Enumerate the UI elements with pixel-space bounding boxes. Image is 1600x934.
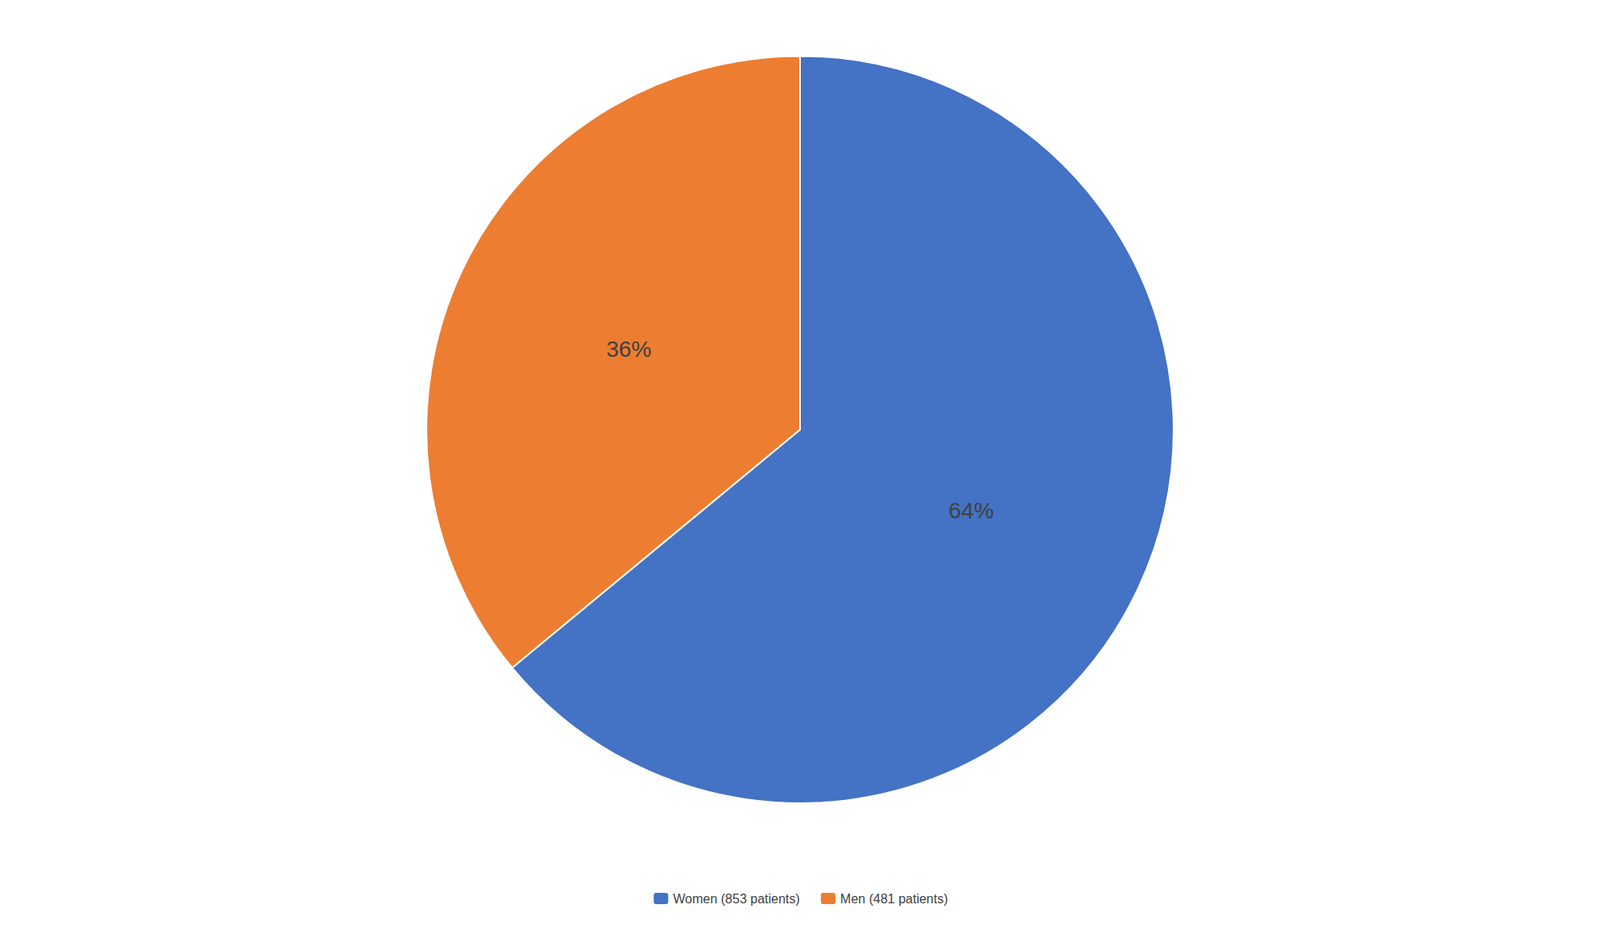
svg-text:Women (853 patients): Women (853 patients): [673, 892, 800, 906]
svg-text:36%: 36%: [606, 336, 652, 362]
svg-text:Men (481 patients): Men (481 patients): [840, 892, 948, 906]
svg-text:64%: 64%: [948, 498, 994, 524]
